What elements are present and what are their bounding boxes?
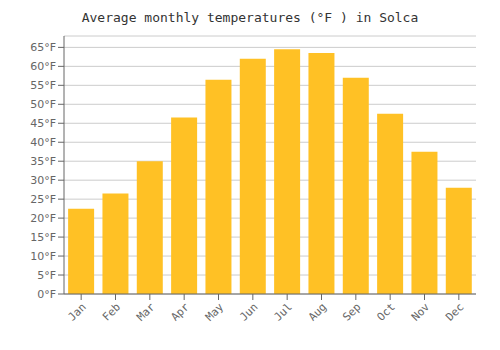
svg-text:30°F: 30°F [30, 174, 56, 187]
svg-text:Mar: Mar [134, 300, 158, 324]
svg-text:10°F: 10°F [30, 250, 56, 263]
svg-text:Sep: Sep [340, 300, 363, 323]
svg-text:Dec: Dec [443, 300, 466, 323]
svg-text:Aug: Aug [306, 300, 329, 323]
svg-text:15°F: 15°F [30, 231, 56, 244]
svg-text:60°F: 60°F [30, 60, 56, 73]
svg-text:5°F: 5°F [37, 269, 56, 282]
svg-text:May: May [203, 300, 227, 324]
svg-text:Jul: Jul [272, 300, 295, 323]
svg-text:50°F: 50°F [30, 98, 56, 111]
svg-text:25°F: 25°F [30, 193, 56, 206]
svg-text:Nov: Nov [409, 300, 433, 324]
svg-text:Jan: Jan [66, 300, 89, 323]
svg-text:Apr: Apr [169, 300, 193, 324]
svg-text:55°F: 55°F [30, 79, 56, 92]
svg-text:20°F: 20°F [30, 212, 56, 225]
svg-text:45°F: 45°F [30, 117, 56, 130]
svg-text:40°F: 40°F [30, 136, 56, 149]
svg-text:65°F: 65°F [30, 41, 56, 54]
svg-text:35°F: 35°F [30, 155, 56, 168]
svg-text:0°F: 0°F [37, 288, 56, 301]
svg-text:Jun: Jun [237, 300, 260, 323]
svg-text:Feb: Feb [100, 300, 123, 323]
html-text:Average monthly temperatures (: Average monthly temperatures (°F ) in So… [81, 10, 419, 25]
svg-text:Oct: Oct [375, 300, 398, 323]
